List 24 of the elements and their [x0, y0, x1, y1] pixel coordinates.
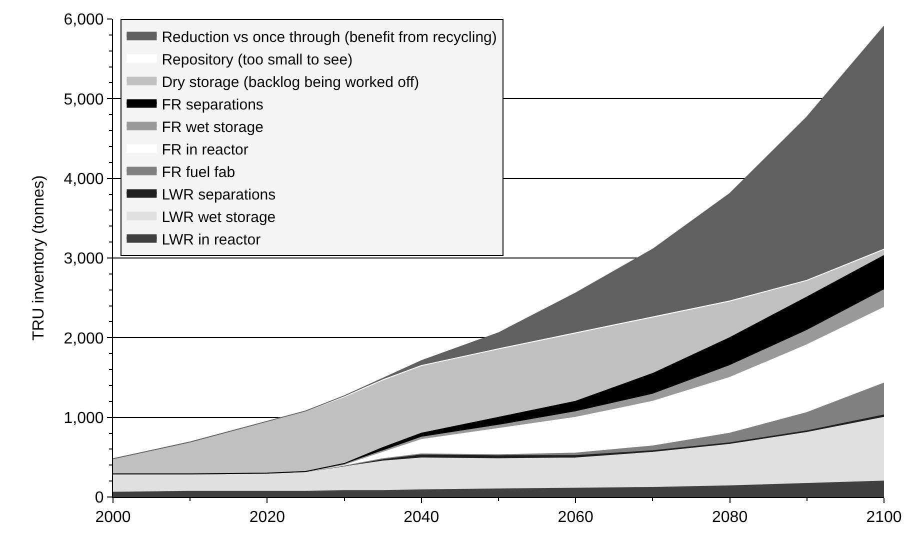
legend-label: LWR wet storage — [162, 209, 276, 226]
legend-label: LWR separations — [162, 186, 276, 204]
y-tick-label: 6,000 — [64, 12, 104, 29]
legend-label: Reduction vs once through (benefit from recycling) — [162, 29, 497, 46]
legend-label: FR fuel fab — [162, 164, 236, 182]
y-tick-label: 3,000 — [64, 250, 104, 268]
legend-label: FR wet storage — [162, 119, 264, 136]
x-tick-label: 2080 — [712, 509, 748, 526]
legend-label: Repository (too small to see) — [162, 52, 353, 69]
y-tick-label: 1,000 — [64, 410, 104, 427]
legend-label: FR in reactor — [162, 142, 248, 159]
y-tick-label: 5,000 — [64, 91, 104, 108]
legend-label: Dry storage (backlog being worked off) — [162, 74, 420, 92]
legend-label: FR separations — [162, 96, 264, 114]
y-tick-label: 0 — [94, 490, 104, 507]
x-tick-label: 2100 — [866, 509, 902, 526]
y-tick-label: 4,000 — [64, 170, 104, 188]
x-tick-label: 2000 — [95, 509, 131, 526]
legend-label: LWR in reactor — [162, 232, 261, 249]
x-tick-label: 2060 — [558, 509, 594, 526]
y-axis-title: TRU inventory (tonnes) — [30, 175, 48, 341]
x-tick-label: 2020 — [249, 509, 286, 526]
x-tick-label: 2040 — [404, 509, 440, 526]
y-tick-label: 2,000 — [64, 330, 104, 348]
